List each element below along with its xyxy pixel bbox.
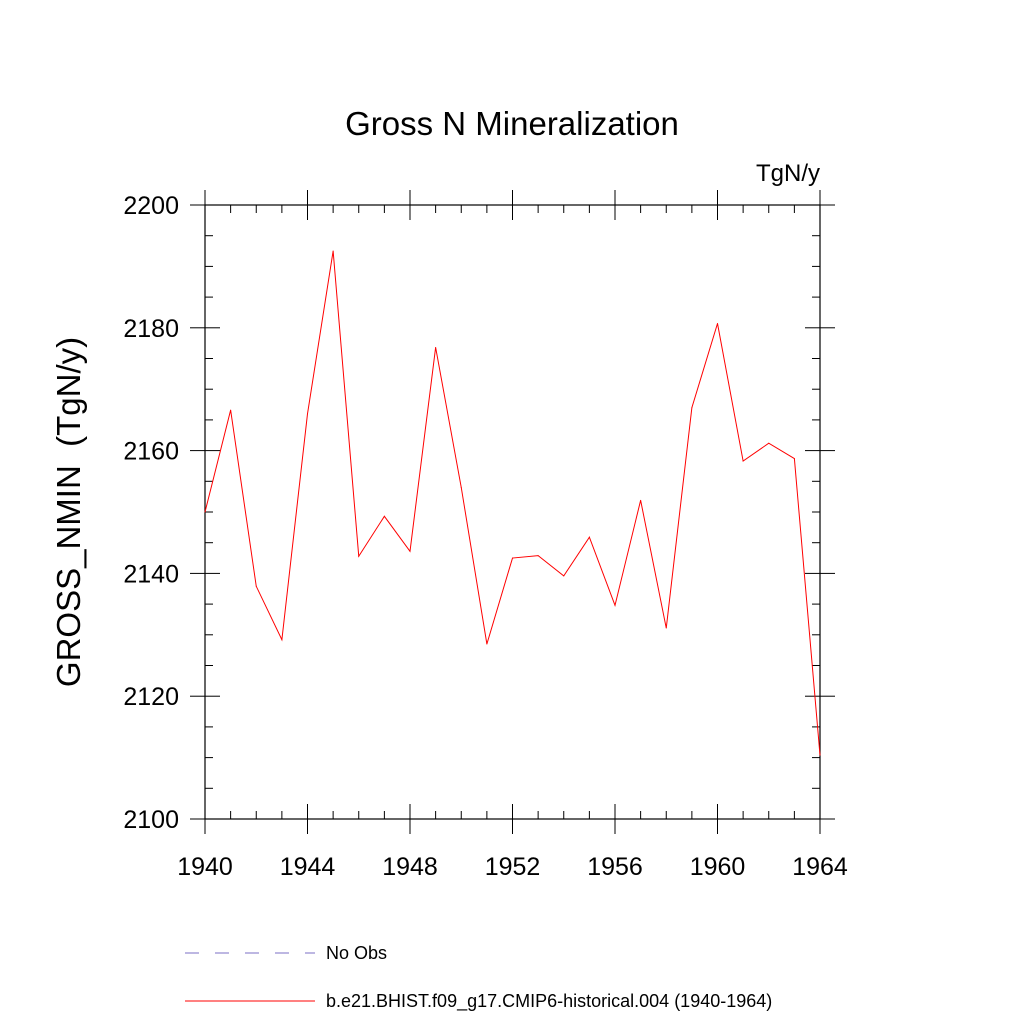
data-point (383, 515, 385, 517)
x-tick-label: 1960 (690, 853, 746, 881)
data-point (409, 550, 411, 552)
x-tick-label: 1952 (485, 853, 541, 881)
data-point (588, 536, 590, 538)
tick-labels: 1940 1944 1948 1952 1956 1960 1964 2100 2120 2140… (123, 192, 848, 881)
data-point (230, 409, 232, 411)
y-tick-label: 2160 (123, 438, 179, 466)
data-point (563, 575, 565, 577)
x-tick-label: 1948 (382, 853, 438, 881)
plot-frame (204, 204, 821, 820)
data-point (614, 604, 616, 606)
x-tick-label: 1940 (177, 853, 233, 881)
data-point (537, 555, 539, 557)
series-line (204, 250, 821, 756)
data-point (768, 442, 770, 444)
data-point (332, 250, 334, 252)
x-tick-label: 1956 (587, 853, 643, 881)
legend-label-model: b.e21.BHIST.f09_g17.CMIP6-historical.004… (326, 991, 772, 1012)
data-point (717, 323, 718, 325)
data-point (691, 407, 693, 409)
data-point (486, 643, 488, 645)
y-tick-label: 2180 (123, 315, 179, 343)
y-tick-label: 2100 (123, 806, 179, 834)
y-tick-label: 2120 (123, 683, 179, 711)
data-point (307, 413, 308, 415)
x-tick-label: 1944 (280, 853, 336, 881)
data-point (793, 458, 795, 460)
data-point (665, 627, 667, 629)
data-point (819, 754, 821, 756)
y-tick-label: 2200 (123, 192, 179, 220)
data-point (460, 486, 462, 488)
y-axis-label: GROSS_NMIN (TgN/y) (50, 337, 87, 687)
data-point (742, 460, 744, 462)
units-label: TgN/y (756, 160, 820, 187)
chart-title: Gross N Mineralization (345, 105, 679, 142)
data-point (281, 639, 283, 641)
legend: No Obs b.e21.BHIST.f09_g17.CMIP6-histori… (185, 943, 772, 1012)
axis-ticks (190, 190, 835, 834)
data-point (358, 555, 360, 557)
data-points (204, 250, 821, 756)
legend-label-no-obs: No Obs (326, 943, 387, 963)
data-point (204, 511, 206, 513)
y-tick-label: 2140 (123, 560, 179, 588)
data-point (435, 346, 437, 348)
x-tick-label: 1964 (792, 853, 848, 881)
data-point (512, 557, 513, 559)
data-point (255, 585, 257, 587)
data-point (640, 499, 642, 501)
